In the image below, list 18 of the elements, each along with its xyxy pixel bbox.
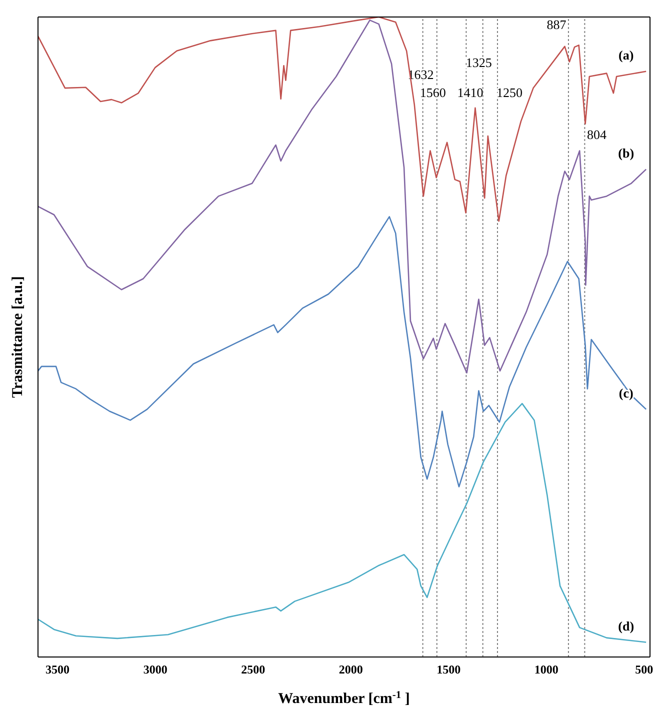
x-tick-label: 2000 — [338, 662, 363, 677]
ref-line-label: 887 — [546, 17, 567, 32]
x-tick-label: 2500 — [241, 662, 266, 677]
ref-line-label: 1410 — [457, 85, 484, 100]
x-tick-label: 3500 — [46, 662, 70, 677]
ref-line-label: 1325 — [466, 55, 492, 70]
x-axis-title: Wavenumber [cm$^{-1}$] — [278, 690, 410, 707]
x-tick-label: 1000 — [534, 662, 558, 677]
series-label: (a) — [618, 47, 634, 62]
ref-line-label: 1560 — [420, 85, 446, 100]
series-label: (b) — [618, 145, 634, 160]
ref-line-label: 804 — [586, 127, 607, 142]
x-tick-label: 500 — [635, 662, 654, 677]
x-tick-label: 3000 — [143, 662, 168, 677]
series-label: (d) — [618, 618, 634, 634]
x-tick-label: 1500 — [436, 662, 461, 677]
ref-line-label: 1250 — [496, 85, 522, 100]
y-axis-title: Trasmittance [a.u.] — [10, 276, 26, 398]
